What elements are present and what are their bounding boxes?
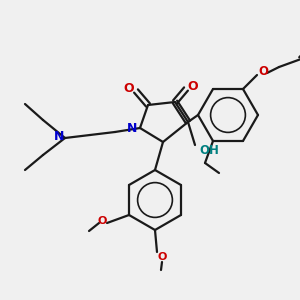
Text: N: N (127, 122, 137, 134)
Text: O: O (188, 80, 198, 94)
Text: O: O (97, 216, 107, 226)
Text: O: O (258, 64, 268, 77)
Text: OH: OH (199, 143, 219, 157)
Text: O: O (157, 252, 167, 262)
Text: N: N (54, 130, 64, 142)
Text: O: O (124, 82, 134, 95)
